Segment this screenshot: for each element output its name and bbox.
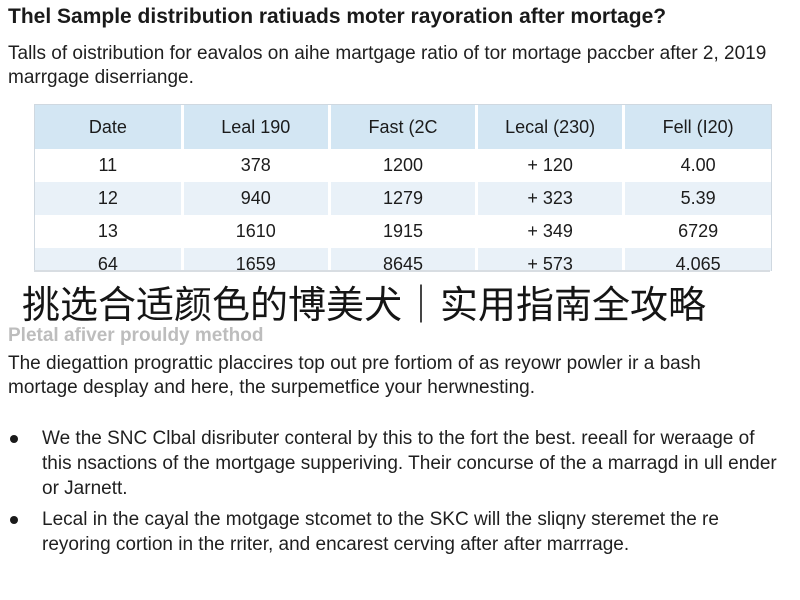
bullet-text: We the SNC Clbal disributer conteral by … — [42, 428, 777, 499]
table-cell: + 349 — [475, 215, 624, 248]
section-paragraph: The diegattion prograttic placcires top … — [8, 353, 701, 398]
table-cell: 13 — [35, 215, 183, 248]
section-heading: Pletal afiver prouldy method — [8, 325, 264, 346]
chinese-banner-text: 挑选合适颜色的博美犬｜实用指南全攻略 — [22, 283, 707, 327]
list-item: We the SNC Clbal disributer conteral by … — [8, 426, 778, 501]
table-cell: 64 — [35, 248, 183, 271]
column-header-leal: Leal 190 — [180, 105, 330, 149]
document-title: Thel Sample distribution ratiuads moter … — [8, 5, 667, 28]
table-cell: + 573 — [475, 248, 624, 271]
table-cell: 1659 — [180, 248, 330, 271]
table-cell: 5.39 — [622, 182, 771, 215]
table-cell: + 120 — [475, 149, 624, 182]
table-header-row: Date Leal 190 Fast (2С Lecal (230) Fell … — [35, 105, 771, 149]
table-cell: 1200 — [327, 149, 477, 182]
table-cell: 12 — [35, 182, 183, 215]
table-row: 13 1610 1915 + 349 6729 — [35, 215, 771, 248]
list-item: Lecal in the cayal the motgage stcomet t… — [8, 507, 778, 557]
table-cell: 940 — [180, 182, 330, 215]
table-cell: 8645 — [327, 248, 477, 271]
column-header-fast: Fast (2С — [327, 105, 477, 149]
bullet-dot-icon — [10, 435, 18, 443]
table-row: 11 378 1200 + 120 4.00 — [35, 149, 771, 182]
column-header-date: Date — [35, 105, 183, 149]
bullet-list: We the SNC Clbal disributer conteral by … — [8, 426, 778, 563]
column-header-fell: Fell (I20) — [622, 105, 771, 149]
table-cell: 1915 — [327, 215, 477, 248]
table-cell: 378 — [180, 149, 330, 182]
table-cell: 1279 — [327, 182, 477, 215]
bullet-text: Lecal in the cayal the motgage stcomet t… — [42, 509, 719, 555]
table-row: 12 940 1279 + 323 5.39 — [35, 182, 771, 215]
bullet-dot-icon — [10, 516, 18, 524]
table-row: 64 1659 8645 + 573 4.065 — [35, 248, 771, 271]
document-subtitle: Talls of oistribution for eavalos on aih… — [8, 43, 767, 88]
table-cell: 4.065 — [622, 248, 771, 271]
distribution-table: Date Leal 190 Fast (2С Lecal (230) Fell … — [34, 104, 772, 271]
table-cell: 11 — [35, 149, 183, 182]
table-cell: 4.00 — [622, 149, 771, 182]
column-header-lecal: Lecal (230) — [475, 105, 624, 149]
table-bottom-divider — [34, 270, 770, 272]
table-cell: 6729 — [622, 215, 771, 248]
table-cell: + 323 — [475, 182, 624, 215]
table-cell: 1610 — [180, 215, 330, 248]
